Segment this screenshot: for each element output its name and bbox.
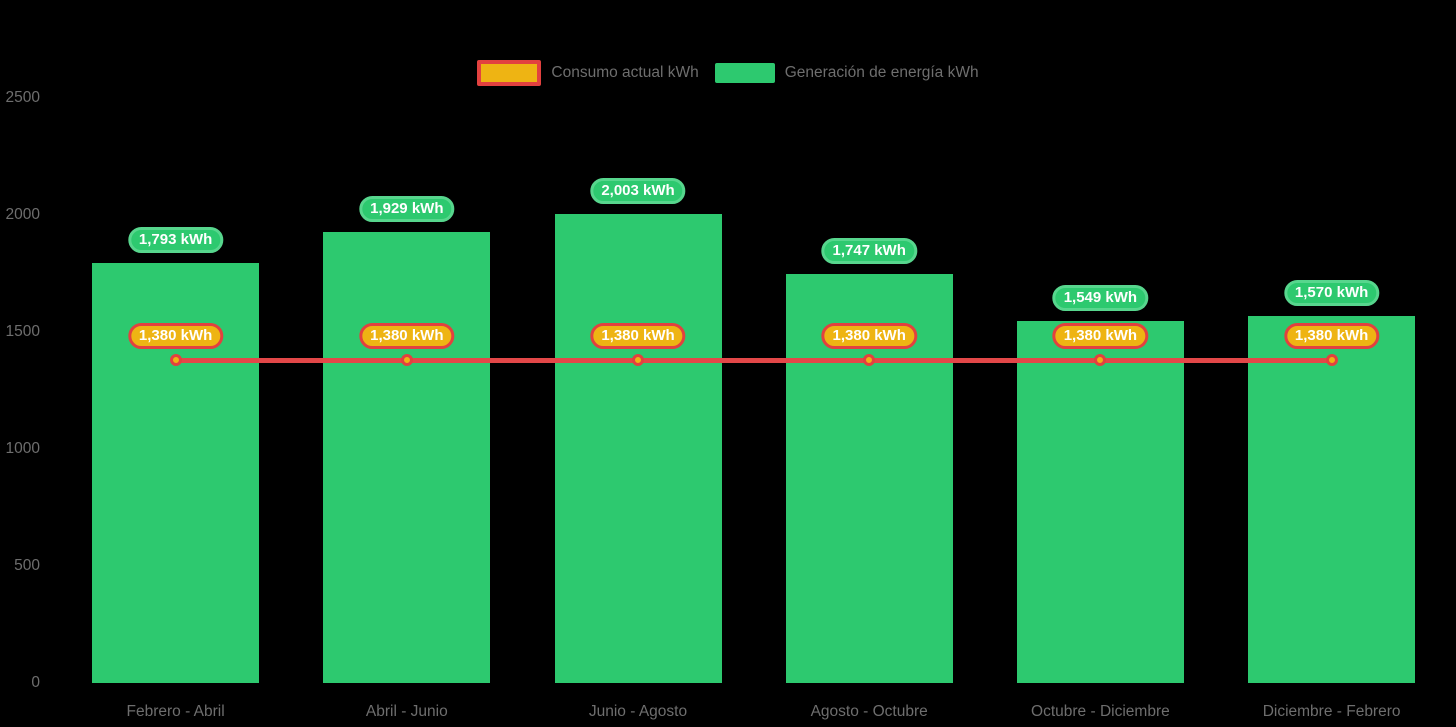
generacion-value-label: 1,549 kWh: [1052, 284, 1149, 311]
y-axis-tick-label: 0: [31, 674, 40, 691]
consumo-line-marker[interactable]: [1325, 354, 1338, 367]
consumo-value-label: 1,380 kWh: [127, 323, 224, 350]
x-axis-category-label: Abril - Junio: [365, 703, 448, 720]
consumo-line-marker[interactable]: [400, 354, 413, 367]
chart-legend: Consumo actual kWh Generación de energía…: [0, 58, 1456, 88]
y-axis-tick-label: 1000: [5, 440, 40, 457]
generacion-bar[interactable]: [1016, 320, 1184, 683]
generacion-bar[interactable]: [1248, 315, 1416, 683]
consumo-value-label: 1,380 kWh: [1283, 323, 1380, 350]
generacion-value-label: 1,747 kWh: [821, 238, 917, 265]
consumo-line[interactable]: [175, 357, 1332, 363]
generacion-value-label: 2,003 kWh: [590, 178, 686, 205]
generacion-bar[interactable]: [554, 214, 722, 683]
x-axis-category-label: Octubre - Diciembre: [1031, 703, 1170, 720]
consumo-value-label: 1,380 kWh: [1052, 323, 1149, 350]
legend-item-generacion[interactable]: Generación de energía kWh: [714, 63, 979, 83]
legend-label-generacion: Generación de energía kWh: [784, 64, 979, 81]
x-axis-category-label: Agosto - Octubre: [810, 703, 928, 720]
generacion-bar[interactable]: [323, 231, 491, 683]
consumo-value-label: 1,380 kWh: [821, 323, 917, 350]
x-axis-category-label: Febrero - Abril: [126, 703, 225, 720]
y-axis-tick-label: 1500: [5, 323, 40, 340]
x-axis-category-label: Junio - Agosto: [588, 703, 688, 720]
consumo-line-marker[interactable]: [1094, 354, 1107, 367]
x-axis-category-label: Diciembre - Febrero: [1262, 703, 1401, 720]
y-axis-tick-label: 2000: [5, 206, 40, 223]
consumo-line-marker[interactable]: [863, 354, 876, 367]
consumo-line-swatch-icon: [477, 60, 542, 86]
consumo-line-marker[interactable]: [169, 354, 182, 367]
generacion-bar-swatch-icon: [714, 63, 775, 83]
y-axis-tick-label: 2500: [5, 89, 40, 106]
legend-label-consumo: Consumo actual kWh: [551, 64, 699, 81]
consumo-value-label: 1,380 kWh: [359, 323, 455, 350]
consumo-value-label: 1,380 kWh: [590, 323, 686, 350]
y-axis-tick-label: 500: [14, 557, 40, 574]
consumo-line-marker[interactable]: [632, 354, 644, 367]
legend-item-consumo[interactable]: Consumo actual kWh: [477, 60, 699, 86]
generacion-value-label: 1,793 kWh: [127, 227, 224, 254]
generacion-value-label: 1,570 kWh: [1283, 279, 1380, 306]
generacion-value-label: 1,929 kWh: [359, 195, 455, 222]
